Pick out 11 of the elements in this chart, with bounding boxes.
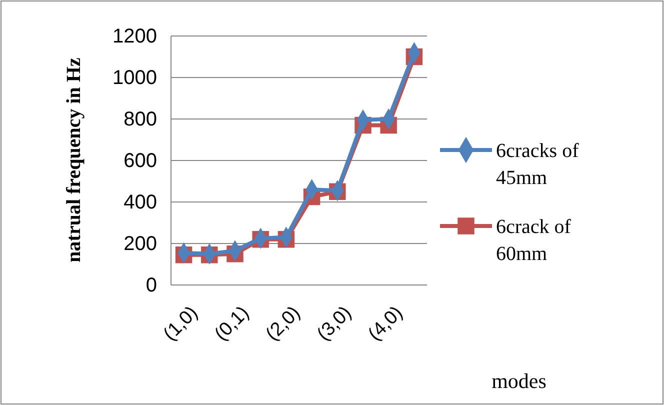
- y-tick-label: 1000: [112, 66, 157, 89]
- y-tick-label: 1200: [112, 25, 157, 48]
- y-axis-title: natrual frequency in Hz: [63, 58, 85, 262]
- x-axis-title: modes: [492, 369, 546, 393]
- y-tick-label: 800: [124, 108, 157, 130]
- legend-label: 6crack of 60mm: [496, 216, 576, 265]
- y-tick-label: 0: [146, 274, 157, 296]
- y-tick-label: 600: [124, 150, 157, 172]
- legend-label: 6cracks of 45mm: [496, 140, 584, 189]
- y-tick-label: 200: [124, 232, 157, 255]
- y-tick-label: 400: [124, 191, 157, 214]
